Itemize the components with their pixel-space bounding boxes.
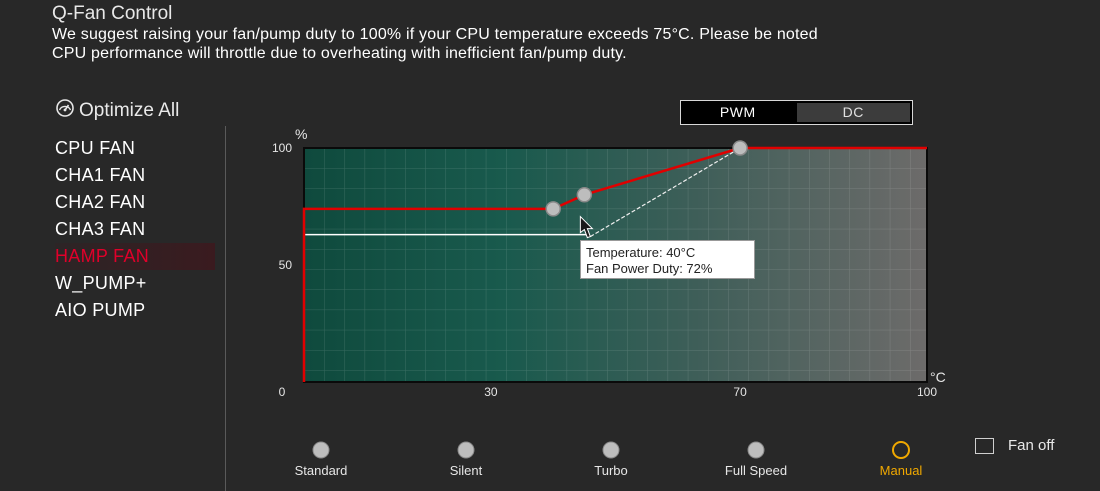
y-tick-label: 100 — [272, 141, 292, 155]
fan-item-hamp[interactable]: HAMP FAN — [55, 243, 215, 270]
fan-off-label: Fan off — [1008, 437, 1055, 454]
divider — [225, 126, 226, 491]
tooltip-temperature: Temperature: 40°C — [586, 245, 696, 260]
plot-area — [303, 147, 928, 383]
fan-item-cpu[interactable]: CPU FAN — [55, 138, 136, 158]
mouse-cursor-icon — [579, 215, 594, 239]
y-tick-label: 50 — [279, 258, 293, 272]
fan-off-toggle[interactable]: Fan off — [975, 437, 1054, 454]
suggestion-message-line2: CPU performance will throttle due to ove… — [52, 45, 627, 62]
fan-curve-line — [302, 146, 927, 382]
fan-item-w-pump[interactable]: W_PUMP+ — [55, 273, 147, 293]
fan-item-cha3[interactable]: CHA3 FAN — [55, 219, 146, 239]
fan-off-checkbox[interactable] — [975, 437, 994, 454]
profile-label[interactable]: Manual — [880, 463, 923, 478]
profile-slider[interactable]: Standard Silent Turbo Full Speed Manual — [270, 430, 960, 490]
x-axis-label: °C — [930, 369, 946, 385]
x-tick-label: 0 — [279, 385, 286, 399]
fan-item-aio-pump[interactable]: AIO PUMP — [55, 300, 146, 320]
suggestion-message-line1: We suggest raising your fan/pump duty to… — [52, 26, 818, 43]
tooltip: Temperature: 40°C Fan Power Duty: 72% — [580, 240, 755, 279]
optimize-all-button[interactable]: Optimize All — [55, 98, 179, 124]
mode-dc-button[interactable]: DC — [796, 103, 910, 122]
mode-toggle: PWM DC — [680, 100, 913, 125]
fan-list: CPU FAN CHA1 FAN CHA2 FAN CHA3 FAN HAMP … — [55, 135, 215, 324]
page-title: Q-Fan Control — [52, 3, 173, 24]
profile-knob-selected[interactable] — [892, 441, 910, 459]
profile-label[interactable]: Standard — [295, 463, 348, 478]
curve-control-point[interactable] — [576, 187, 593, 203]
fan-item-cha1[interactable]: CHA1 FAN — [55, 165, 146, 185]
profile-knob[interactable] — [457, 441, 475, 459]
tooltip-duty: Fan Power Duty: 72% — [586, 261, 713, 276]
mode-pwm-button[interactable]: PWM — [681, 101, 795, 124]
fan-curve-chart[interactable]: % °C 0 30 70 100 100 50 — [240, 120, 960, 410]
fan-item-cha2[interactable]: CHA2 FAN — [55, 192, 146, 212]
profile-label[interactable]: Silent — [450, 463, 483, 478]
curve-control-point[interactable] — [545, 201, 561, 217]
profile-label[interactable]: Turbo — [594, 463, 627, 478]
x-tick-label: 100 — [917, 385, 937, 399]
x-tick-label: 70 — [733, 385, 747, 399]
y-axis-label: % — [295, 126, 307, 142]
profile-knob[interactable] — [312, 441, 330, 459]
profile-knob[interactable] — [747, 441, 765, 459]
profile-label[interactable]: Full Speed — [725, 463, 787, 478]
drag-guide-line — [590, 147, 741, 238]
optimize-all-label: Optimize All — [79, 100, 180, 121]
x-tick-label: 30 — [484, 385, 498, 399]
profile-knob[interactable] — [602, 441, 620, 459]
fan-gauge-icon — [55, 98, 75, 124]
curve-control-point[interactable] — [732, 140, 748, 156]
